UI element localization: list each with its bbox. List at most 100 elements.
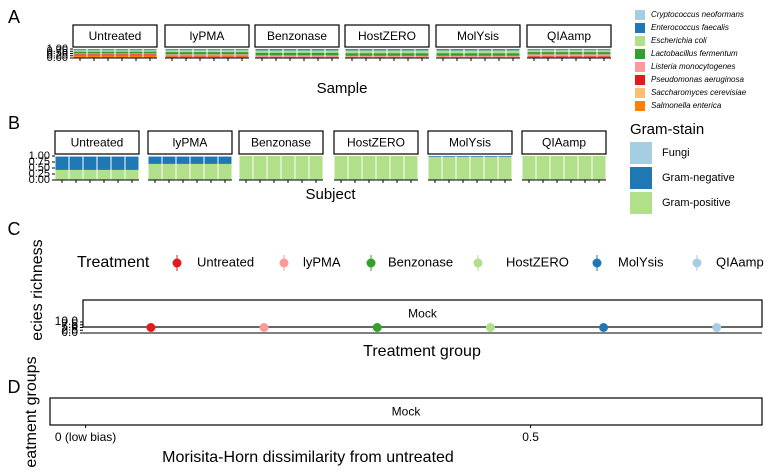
facet-label: HostZERO: [358, 29, 416, 43]
facet-label: Untreated: [71, 136, 124, 150]
bar-segment: [311, 55, 325, 57]
legend-swatch: [635, 10, 645, 20]
bar-segment: [592, 156, 606, 180]
bar-segment: [283, 49, 297, 51]
bar-segment: [235, 49, 249, 51]
legend-swatch: [635, 62, 645, 72]
bar-segment: [555, 50, 569, 53]
bar-segment: [325, 50, 339, 53]
bar-segment: [309, 156, 323, 180]
legend-label: Escherichia coli: [651, 36, 707, 45]
bar-segment: [125, 169, 139, 180]
facet-label: lyPMA: [173, 136, 208, 150]
bar-segment: [207, 49, 221, 51]
bar-segment: [97, 156, 111, 157]
facet-label: QIAamp: [547, 29, 591, 43]
bar-segment: [376, 156, 390, 180]
bar-segment: [597, 54, 611, 57]
bar-segment: [442, 156, 456, 180]
bar-segment: [165, 50, 179, 53]
y-tick-label: 0.75: [47, 45, 68, 57]
bar-segment: [235, 56, 249, 58]
facet-strip: [82, 299, 763, 328]
bar-segment: [536, 156, 550, 180]
bar-segment: [87, 50, 101, 52]
legend-label: Gram-positive: [662, 197, 730, 209]
bar-segment: [498, 156, 512, 180]
y-tick-label: 5.0: [61, 320, 78, 334]
bar-segment: [179, 50, 193, 53]
bar-segment: [478, 53, 492, 56]
bar-segment: [401, 55, 415, 58]
bar-segment: [255, 50, 269, 53]
bar-segment: [564, 156, 578, 180]
facet-strip: [54, 130, 140, 155]
bar-segment: [193, 55, 207, 57]
bar-segment: [73, 54, 87, 56]
legend-key: [473, 258, 483, 268]
bar-segment: [190, 156, 204, 157]
bar-segment: [73, 53, 87, 55]
bar-segment: [125, 156, 139, 157]
bar-segment: [55, 169, 69, 180]
bar-segment: [235, 50, 249, 53]
legend-swatch: [630, 167, 652, 189]
bar-segment: [359, 50, 373, 54]
bar-segment: [283, 52, 297, 56]
bar-segment: [193, 56, 207, 58]
bar-segment: [295, 156, 309, 180]
y-tick-label: 0.75: [29, 156, 50, 168]
bar-segment: [415, 49, 429, 51]
bar-segment: [239, 156, 253, 180]
legend-title: Treatment: [77, 254, 150, 271]
bar-segment: [484, 156, 498, 157]
bar-segment: [193, 52, 207, 55]
bar-segment: [506, 55, 520, 58]
facet-strip: [254, 24, 340, 48]
bar-segment: [73, 49, 87, 51]
bar-segment: [541, 54, 555, 57]
bar-segment: [597, 52, 611, 55]
bar-segment: [235, 52, 249, 55]
facet-strip: [526, 24, 612, 48]
bar-segment: [583, 50, 597, 53]
bar-segment: [269, 52, 283, 56]
bar-segment: [69, 156, 83, 170]
bar-segment: [87, 51, 101, 54]
bar-segment: [129, 49, 143, 51]
bar-segment: [555, 49, 569, 51]
bar-segment: [269, 55, 283, 57]
bar-segment: [218, 156, 232, 157]
bar-segment: [83, 156, 97, 157]
bar-segment: [527, 50, 541, 53]
bar-segment: [87, 54, 101, 56]
bar-segment: [492, 53, 506, 56]
bar-segment: [162, 163, 176, 180]
legend-key: [366, 258, 376, 268]
bar-segment: [207, 56, 221, 58]
bar-segment: [415, 50, 429, 54]
bar-segment: [218, 156, 232, 164]
bar-segment: [470, 156, 484, 157]
bar-segment: [311, 52, 325, 56]
bar-segment: [115, 55, 129, 58]
bar-segment: [442, 156, 456, 157]
facet-strip: [238, 130, 324, 155]
bar-segment: [506, 53, 520, 56]
bar-segment: [401, 49, 415, 51]
facet-strip: [344, 24, 430, 48]
bar-segment: [569, 49, 583, 51]
bar-segment: [204, 156, 218, 157]
bar-segment: [450, 55, 464, 58]
y-tick-label: 0.25: [47, 50, 68, 62]
bar-segment: [204, 156, 218, 164]
bar-segment: [101, 51, 115, 54]
bar-segment: [522, 156, 536, 180]
bar-segment: [111, 156, 125, 170]
bar-segment: [165, 54, 179, 56]
bar-segment: [325, 52, 339, 56]
bar-segment: [73, 55, 87, 58]
bar-segment: [401, 50, 415, 54]
bar-segment: [235, 55, 249, 57]
bar-segment: [101, 50, 115, 52]
